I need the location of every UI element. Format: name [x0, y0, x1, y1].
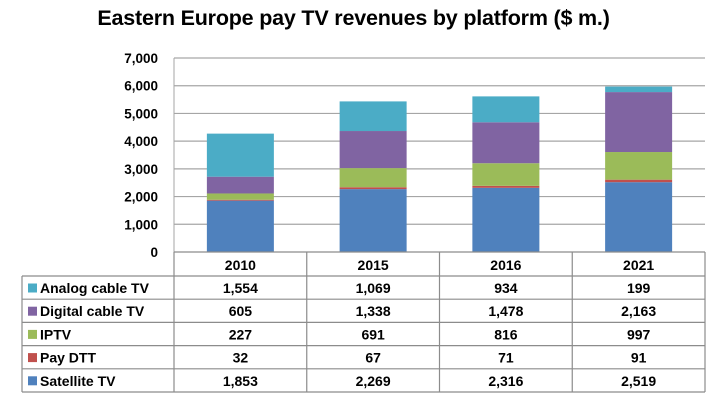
table-cell-value: 227 [229, 326, 253, 342]
bar-segment-digital-cable-tv [472, 122, 540, 164]
table-header-year: 2016 [490, 257, 521, 273]
bar-segment-satellite-tv [472, 187, 540, 252]
legend-key-pay-dtt [28, 353, 37, 363]
table-cell-value: 91 [631, 350, 647, 366]
y-tick-label: 6,000 [124, 79, 158, 94]
legend-label: Digital cable TV [40, 303, 145, 319]
y-tick-label: 2,000 [124, 190, 158, 205]
legend-key-satellite-tv [28, 376, 37, 386]
bar-segment-analog-cable-tv [472, 96, 540, 123]
bar-segment-iptv [605, 152, 673, 180]
bar-segment-analog-cable-tv [605, 86, 673, 93]
y-tick-label: 1,000 [124, 217, 158, 232]
bar-segment-pay-dtt [472, 185, 540, 188]
bar-segment-pay-dtt [605, 179, 673, 183]
table-cell-value: 1,554 [223, 280, 258, 296]
table-cell-value: 997 [627, 326, 651, 342]
legend-label: Satellite TV [40, 373, 116, 389]
table-cell-value: 32 [233, 350, 249, 366]
bar-segment-analog-cable-tv [339, 101, 407, 132]
table-cell-value: 2,269 [356, 373, 391, 389]
bar-segment-iptv [339, 168, 407, 188]
legend-label: Analog cable TV [40, 280, 150, 296]
table-header-year: 2015 [358, 257, 389, 273]
bar-segment-digital-cable-tv [339, 131, 407, 169]
legend-key-analog-cable-tv [28, 283, 37, 293]
table-cell-value: 816 [494, 326, 518, 342]
bar-segment-digital-cable-tv [605, 92, 673, 153]
table-header-year: 2010 [225, 257, 256, 273]
table-cell-value: 2,316 [488, 373, 523, 389]
table-cell-value: 67 [365, 350, 381, 366]
bar-segment-satellite-tv [605, 182, 673, 252]
bar-segment-pay-dtt [206, 199, 274, 201]
legend-label: IPTV [40, 326, 72, 342]
bar-segment-analog-cable-tv [206, 133, 274, 177]
legend-key-digital-cable-tv [28, 306, 37, 316]
table-cell-value: 1,478 [488, 303, 523, 319]
table-cell-value: 1,069 [356, 280, 391, 296]
table-cell-value: 934 [494, 280, 518, 296]
y-tick-label: 5,000 [124, 106, 158, 121]
table-cell-value: 1,853 [223, 373, 258, 389]
table-header-year: 2021 [623, 257, 654, 273]
bar-segment-satellite-tv [339, 189, 407, 252]
table-cell-value: 71 [498, 350, 514, 366]
legend-key-iptv [28, 329, 37, 339]
y-tick-label: 3,000 [124, 162, 158, 177]
bar-segment-pay-dtt [339, 187, 407, 190]
y-tick-label: 4,000 [124, 134, 158, 149]
table-cell-value: 605 [229, 303, 253, 319]
bar-segment-iptv [472, 163, 540, 186]
table-cell-value: 691 [361, 326, 385, 342]
bar-segment-iptv [206, 193, 274, 200]
bar-segment-digital-cable-tv [206, 176, 274, 194]
bar-segment-satellite-tv [206, 200, 274, 252]
chart-title: Eastern Europe pay TV revenues by platfo… [97, 6, 610, 30]
table-cell-value: 1,338 [356, 303, 391, 319]
table-cell-value: 2,519 [621, 373, 656, 389]
y-tick-label: 0 [150, 245, 158, 260]
table-cell-value: 199 [627, 280, 651, 296]
table-cell-value: 2,163 [621, 303, 656, 319]
legend-label: Pay DTT [40, 350, 96, 366]
y-tick-label: 7,000 [124, 51, 158, 66]
